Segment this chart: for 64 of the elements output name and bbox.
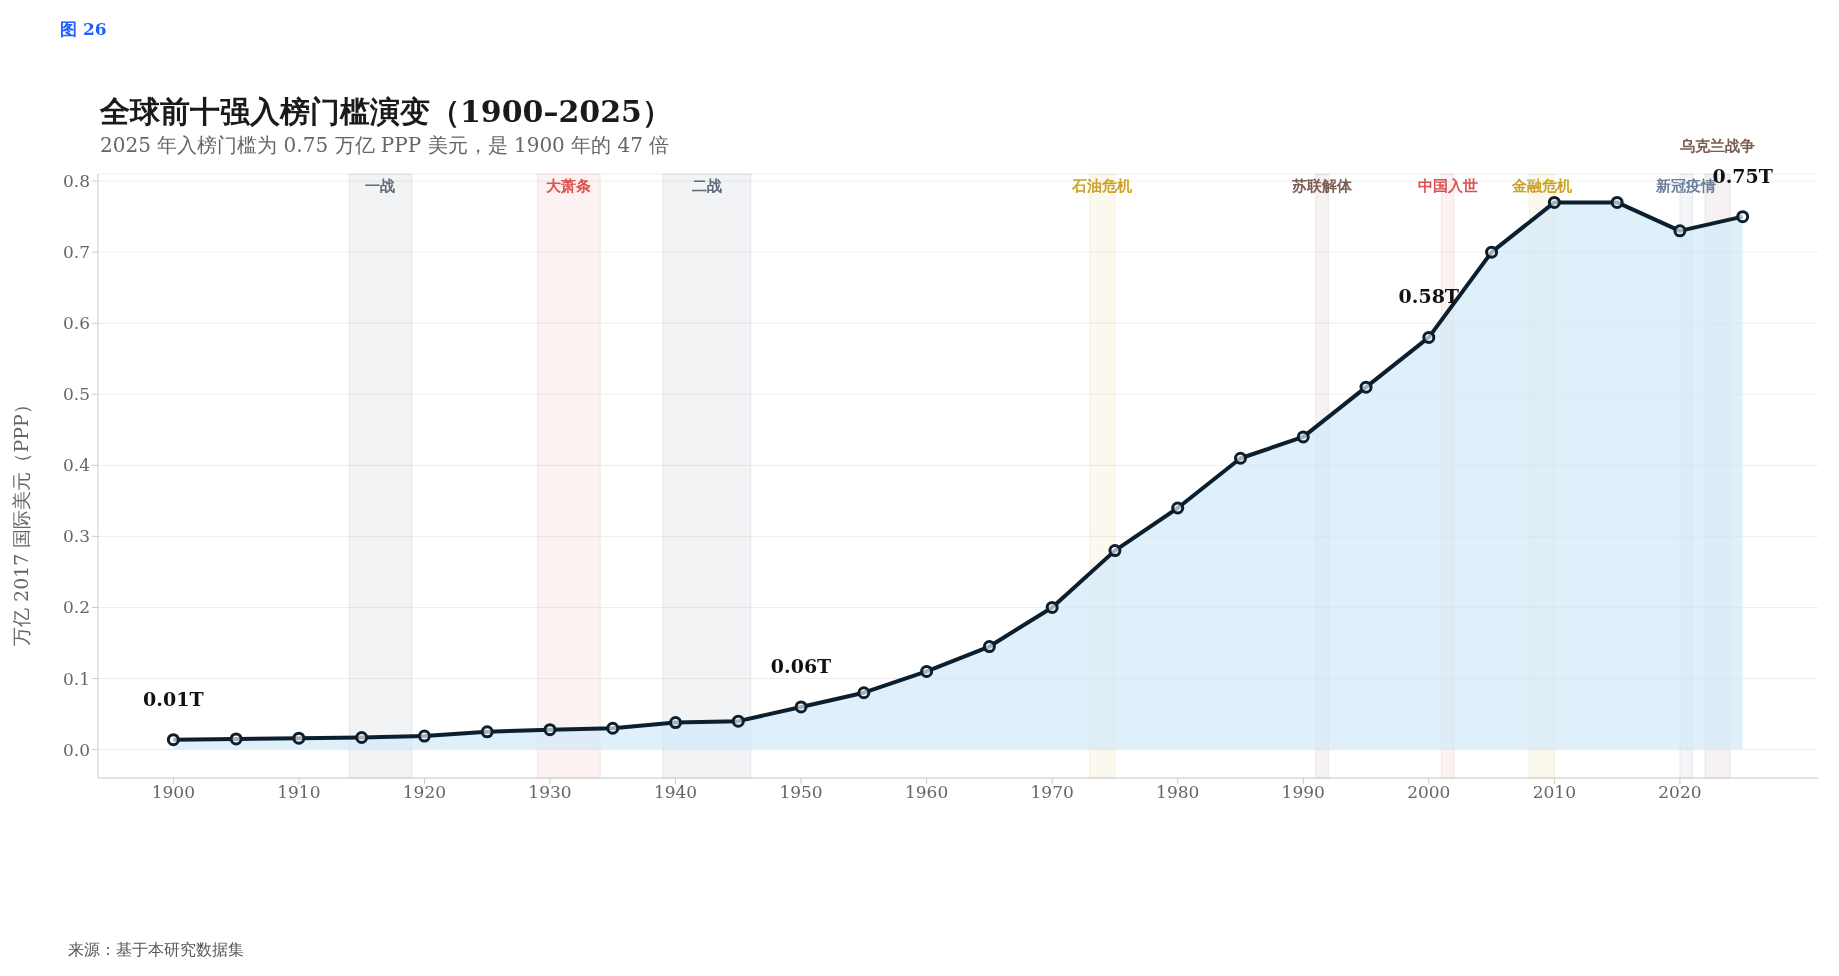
y-tick-label: 0.5 xyxy=(62,384,90,405)
point xyxy=(1422,330,1436,344)
y-tick-label: 0.7 xyxy=(62,242,90,263)
point xyxy=(982,640,996,654)
point xyxy=(1045,600,1059,614)
band-label: 金融危机 xyxy=(1510,176,1572,195)
y-axis-title: 万亿 2017 国际美元（PPP） xyxy=(9,395,32,646)
y-tick-label: 0.4 xyxy=(62,455,90,476)
annotation: 0.01T xyxy=(143,687,204,710)
y-tick-label: 0.1 xyxy=(62,668,90,689)
caption: 图 26 xyxy=(60,18,107,41)
chart-title: 全球前十强入榜门槛演变（1900–2025） xyxy=(100,93,672,131)
point xyxy=(229,732,243,746)
point xyxy=(166,733,180,747)
point xyxy=(606,721,620,735)
x-tick-label: 2000 xyxy=(1407,782,1451,803)
point xyxy=(1171,501,1185,515)
point xyxy=(1673,224,1687,238)
point xyxy=(417,729,431,743)
y-tick-label: 0.8 xyxy=(62,171,90,192)
x-tick-label: 1980 xyxy=(1156,782,1200,803)
x-tick-label: 1990 xyxy=(1281,782,1325,803)
x-tick-label: 1910 xyxy=(277,782,321,803)
band-label: 苏联解体 xyxy=(1291,176,1354,195)
point xyxy=(1296,430,1310,444)
band-label: 二战 xyxy=(691,176,722,195)
annotation: 0.06T xyxy=(770,654,832,677)
x-tick-label: 1920 xyxy=(402,782,447,803)
band-label: 石油危机 xyxy=(1071,176,1133,195)
band-label: 乌克兰战争 xyxy=(1679,136,1756,155)
y-tick-label: 0.2 xyxy=(62,597,90,618)
point xyxy=(731,714,745,728)
x-tick-label: 1930 xyxy=(528,782,572,803)
x-tick-label: 1940 xyxy=(653,782,698,803)
point xyxy=(669,716,683,730)
band-label: 中国入世 xyxy=(1417,176,1478,195)
point xyxy=(480,725,494,739)
x-tick-label: 1900 xyxy=(151,782,195,803)
point xyxy=(1359,380,1373,394)
point xyxy=(1736,210,1750,224)
x-tick-label: 1950 xyxy=(779,782,823,803)
y-tick-label: 0.6 xyxy=(62,313,90,334)
annotation: 0.58T xyxy=(1398,285,1460,308)
point xyxy=(1233,451,1247,465)
band-label: 大萧条 xyxy=(546,176,592,195)
x-tick-label: 2010 xyxy=(1532,782,1576,803)
point xyxy=(1547,195,1561,209)
point xyxy=(355,731,369,744)
x-tick-label: 1960 xyxy=(904,782,949,803)
point xyxy=(1108,544,1122,558)
point xyxy=(292,731,306,745)
point xyxy=(1610,195,1624,209)
y-tick-label: 0.3 xyxy=(62,526,90,547)
point xyxy=(1485,245,1499,259)
x-tick-label: 2020 xyxy=(1658,782,1702,803)
source-note: 来源：基于本研究数据集 xyxy=(68,940,244,961)
point xyxy=(543,723,557,737)
y-tick-label: 0.0 xyxy=(62,739,90,760)
point xyxy=(920,664,934,678)
x-tick-label: 1970 xyxy=(1030,782,1074,803)
band-label: 一战 xyxy=(365,176,396,195)
point xyxy=(794,700,808,714)
chart-subtitle: 2025 年入榜门槛为 0.75 万亿 PPP 美元，是 1900 年的 47 倍 xyxy=(100,132,670,159)
point xyxy=(857,686,871,700)
